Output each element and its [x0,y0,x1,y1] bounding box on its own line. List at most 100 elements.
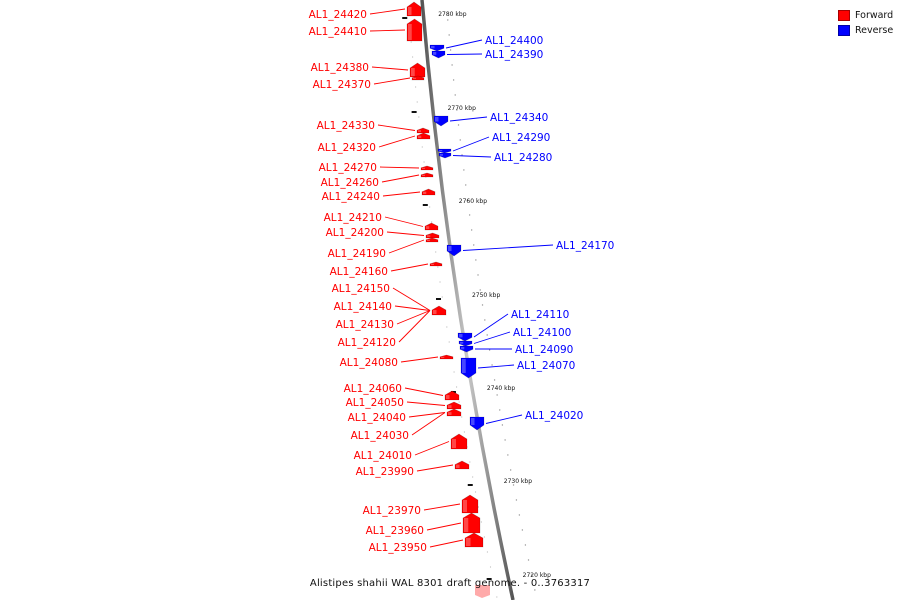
gene-glyph-highlight [426,226,430,229]
gene-label: AL1_24240 [322,191,380,203]
leader-line [400,356,439,363]
leader-line [377,124,416,131]
leader-line [477,364,515,369]
gene-label: AL1_24120 [338,337,396,349]
legend-label-forward: Forward [855,10,894,21]
gene-glyph [411,75,425,81]
leader-line [396,310,431,325]
gene-label: AL1_24400 [485,35,543,47]
gene-glyph [425,237,439,243]
gene-label: AL1_24060 [344,383,402,395]
gene-label: AL1_24140 [334,301,392,313]
gene-glyph-highlight [411,68,415,76]
gene-glyph [446,244,462,257]
gene-glyph [420,165,434,171]
gene-glyph-highlight [448,405,452,408]
gene-glyph [439,354,454,360]
gene-label: AL1_24030 [351,430,409,442]
tick-mark [435,298,441,300]
tick-label: 2780 kbp [438,11,466,18]
tick-mark [422,204,428,206]
gene-label: AL1_24380 [311,62,369,74]
gene-glyph-highlight [422,167,425,169]
leader-line [369,29,406,32]
leader-line [406,401,446,406]
gene-glyph [459,345,474,353]
position-ticks: 2780 kbp 2770 kbp 2760 kbp 2750 kbp 2740 kbp… [402,11,551,580]
gene-glyph [425,232,440,239]
gene-label: AL1_24390 [485,49,543,61]
gene-glyph-highlight [446,395,450,399]
gene-glyph-highlight [423,191,427,194]
leader-line [445,39,483,49]
gene-glyph [444,390,460,401]
gene-glyph [475,585,490,598]
gene-glyph [469,416,485,431]
tick-label: 2760 kbp [459,198,487,205]
gene-label: AL1_24200 [326,227,384,239]
gene-glyph-highlight [466,538,471,546]
genome-caption: Alistipes shahii WAL 8301 draft genome. … [309,578,591,589]
tick-label: 2730 kbp [504,478,532,485]
gene-label: AL1_24040 [348,412,406,424]
gene-label: AL1_24170 [556,240,614,252]
gene-glyph [437,148,452,154]
leader-line [452,136,490,152]
gene-glyph-highlight [463,500,467,512]
tick-label: 2750 kbp [472,292,500,299]
gene-glyph-highlight [422,174,425,176]
gene-glyph [464,532,484,548]
leader-line [381,174,420,183]
leader-line [404,387,444,396]
tick-label: 2720 kbp [523,572,551,579]
leader-line [369,8,406,15]
gene-glyph-highlight [431,263,434,265]
gene-labels: AL1_24420 AL1_24410 AL1_24400 AL1_24390 AL1_… [309,9,615,554]
gene-glyph-highlight [448,246,452,252]
leader-line [390,263,429,272]
gene-glyph-highlight [435,117,439,122]
gene-glyph [454,460,470,470]
tick-label: 2740 kbp [487,385,515,392]
gene-label: AL1_24050 [346,397,404,409]
gene-label: AL1_24110 [511,309,569,321]
gene-label: AL1_24160 [330,266,388,278]
gene-glyph-highlight [427,239,430,241]
legend-item-forward: Forward [838,8,893,23]
gene-glyph [461,494,479,514]
gene-glyph-highlight [460,342,464,344]
gene-label: AL1_24340 [490,112,548,124]
gene-glyph [420,172,434,178]
leader-line [408,412,446,418]
gene-glyph-highlight [433,52,437,55]
tick-label: 2770 kbp [448,105,476,112]
gene-label: AL1_24100 [513,327,571,339]
gene-label: AL1_24410 [309,26,367,38]
leader-lines [369,8,554,548]
gene-glyph [433,115,449,127]
gene-glyph [460,357,477,379]
gene-glyph [431,50,446,59]
gene-label: AL1_24290 [492,132,550,144]
gene-glyph-highlight [471,418,475,425]
tick-mark [467,484,473,486]
leader-line [386,231,425,236]
gene-label: AL1_24260 [321,177,379,189]
legend-item-reverse: Reverse [838,23,893,38]
tick-mark [411,111,417,113]
leader-line [416,464,454,472]
gene-glyph-highlight [459,334,463,338]
leader-line [485,414,523,424]
gene-label: AL1_23950 [369,542,427,554]
gene-glyph [429,44,445,52]
gene-glyph-highlight [452,439,456,448]
gene-label: AL1_24210 [324,212,382,224]
leader-line [473,331,511,344]
gene-glyph [416,132,431,140]
forward-swatch-icon [838,10,850,21]
gene-glyph-highlight [441,356,445,358]
tick-mark [486,578,492,580]
leader-line [429,539,464,548]
gene-glyph [462,512,481,534]
